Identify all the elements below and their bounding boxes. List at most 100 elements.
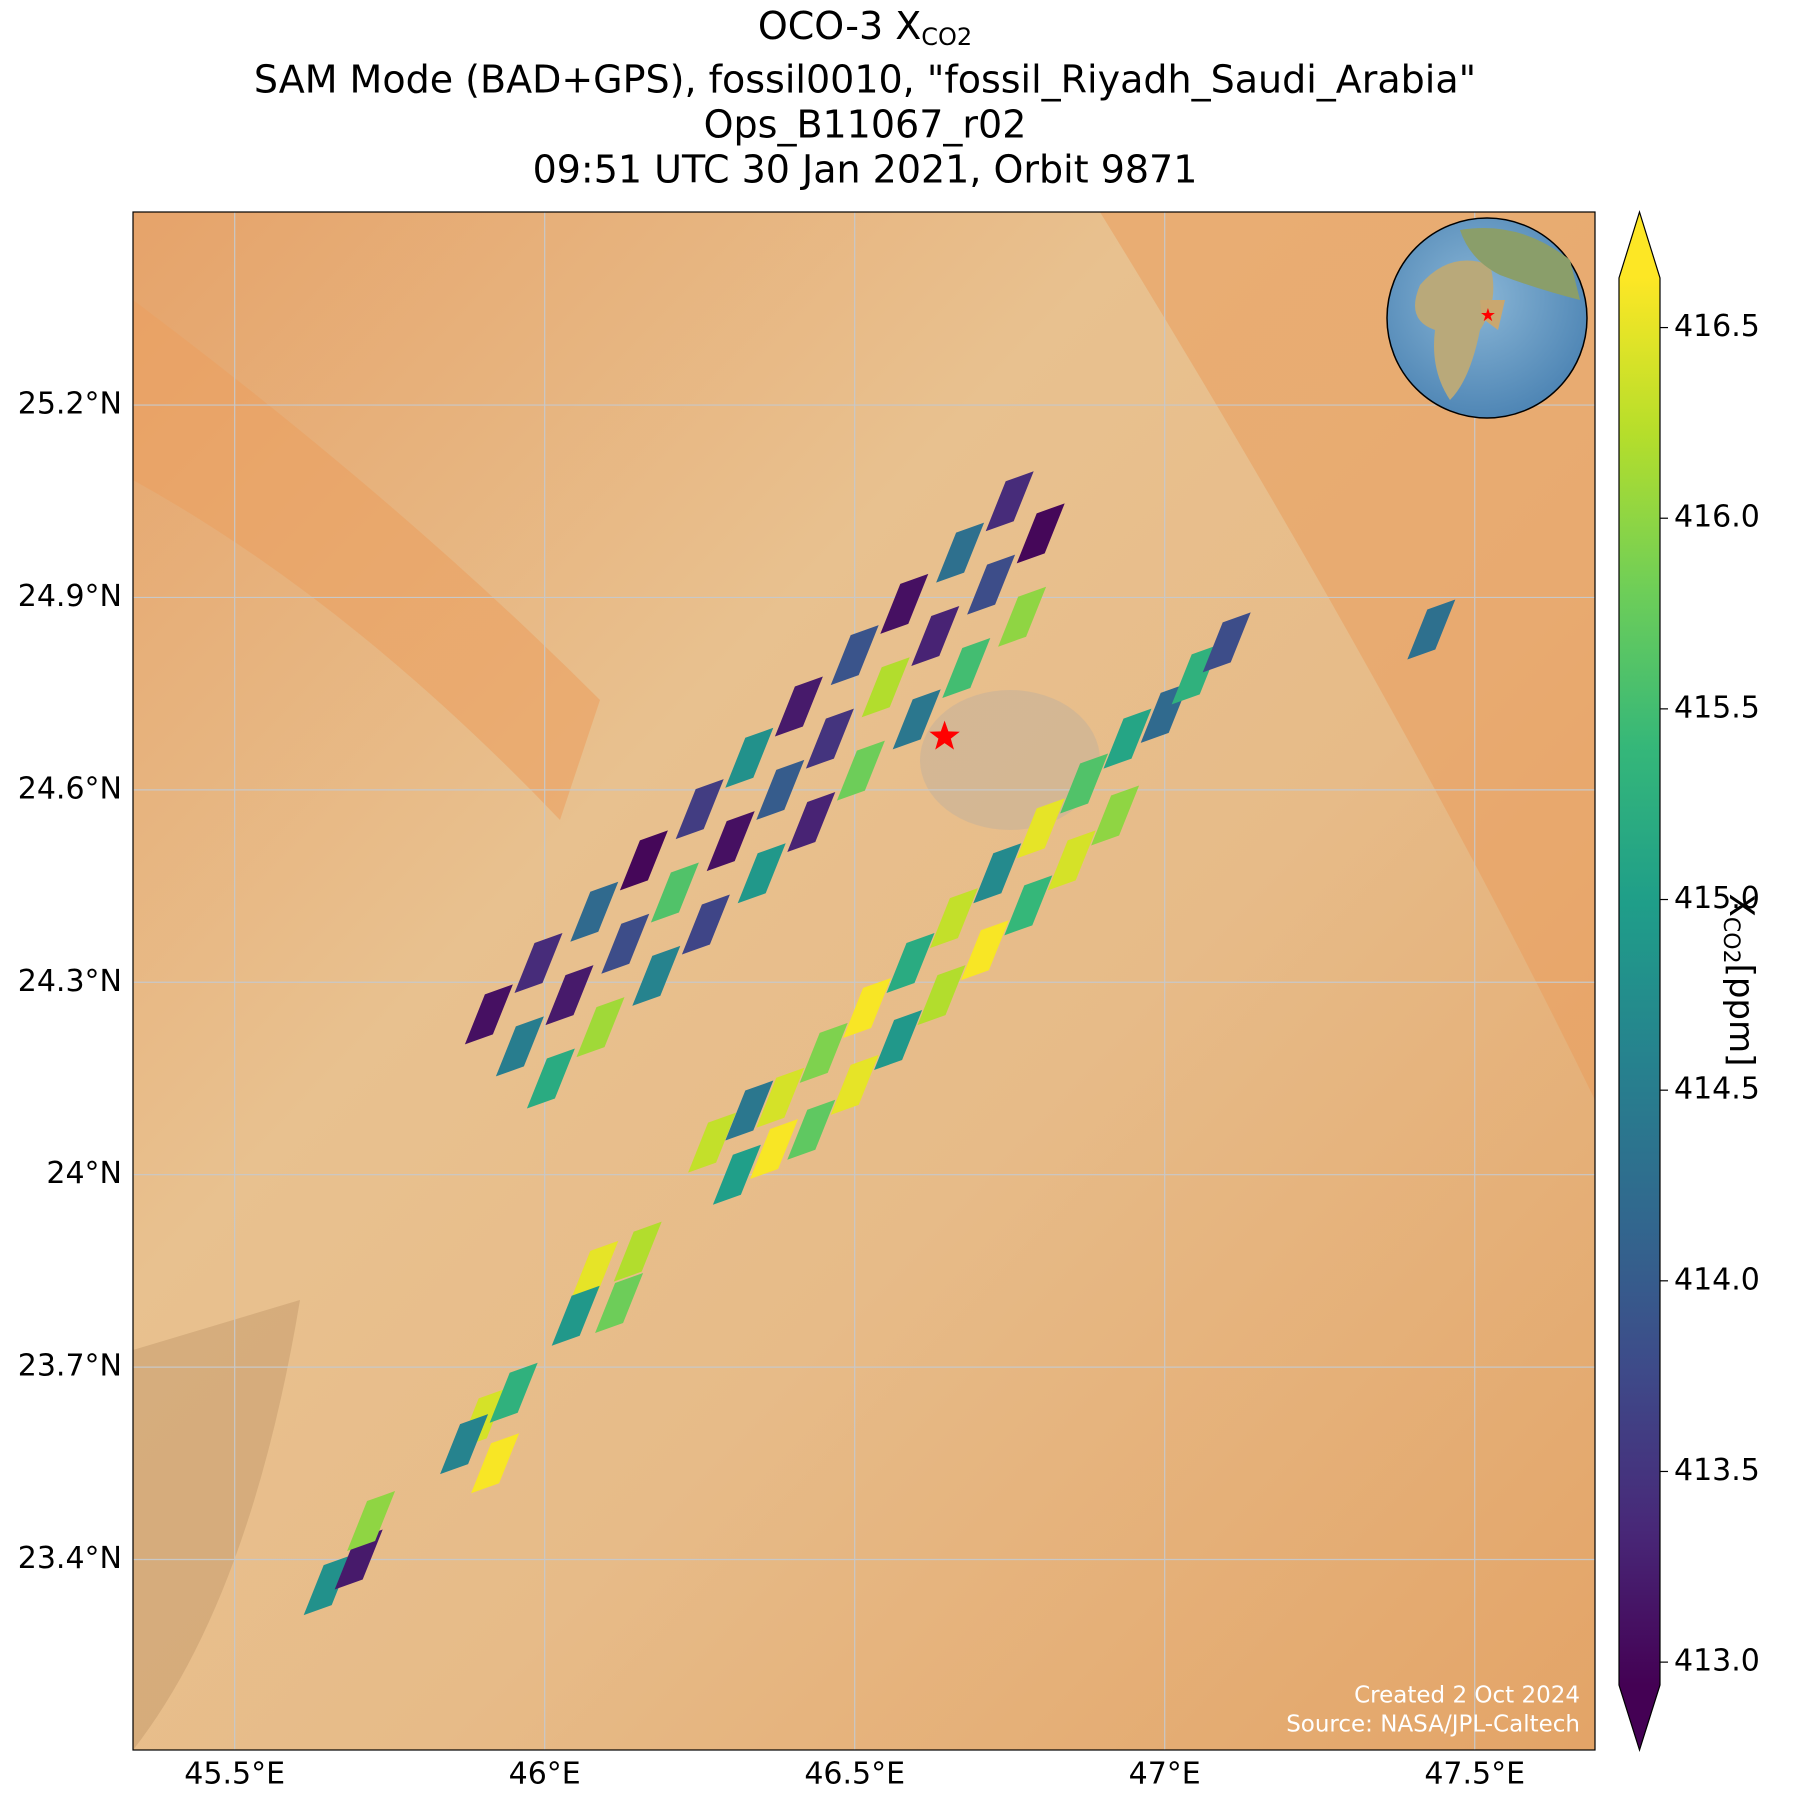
y-tick-label: 24.3°N bbox=[18, 964, 122, 999]
colorbar-symbol: X bbox=[1722, 894, 1762, 917]
sounding-cell bbox=[787, 1099, 836, 1160]
sounding-cell bbox=[514, 933, 563, 994]
credits: Created 2 Oct 2024 Source: NASA/JPL-Calte… bbox=[1286, 1683, 1580, 1738]
sounding-cell bbox=[1047, 830, 1096, 891]
y-tick-label: 25.2°N bbox=[18, 387, 122, 422]
sounding-cell bbox=[756, 1067, 805, 1128]
axes: 45.5°E 46°E 46.5°E 47°E 47.5°E 23.4°N 23.7°N 24… bbox=[18, 387, 1525, 1792]
colorbar-unit: [ppm] bbox=[1722, 964, 1762, 1067]
sounding-cell bbox=[489, 1362, 538, 1423]
sounding-cell bbox=[576, 997, 625, 1058]
sounding-cell bbox=[774, 676, 823, 737]
sounding-cell bbox=[1016, 798, 1065, 859]
sounding-cell bbox=[830, 1054, 879, 1115]
colorbar-tick-label: 414.5 bbox=[1674, 1072, 1760, 1107]
sounding-cell bbox=[712, 1144, 761, 1205]
sounding-cell bbox=[706, 811, 755, 872]
rocks bbox=[133, 1300, 300, 1750]
sounding-cell bbox=[725, 1080, 774, 1141]
map-area bbox=[133, 212, 1595, 1750]
colorbar-extend-top bbox=[1619, 212, 1660, 278]
dune bbox=[133, 300, 600, 820]
x-tick-label: 45.5°E bbox=[184, 1757, 285, 1792]
eurasia bbox=[1460, 228, 1580, 300]
city bbox=[920, 690, 1100, 830]
globe-star: ★ bbox=[1480, 305, 1496, 326]
sounding-cell bbox=[942, 638, 991, 699]
sounding-cell bbox=[570, 1240, 619, 1301]
map-frame bbox=[132, 211, 1596, 1751]
sounding-cell bbox=[737, 843, 786, 904]
sounding-cell bbox=[1004, 875, 1053, 936]
sounding-cell bbox=[681, 894, 730, 955]
colorbar-tick-label: 413.5 bbox=[1674, 1453, 1760, 1488]
cells bbox=[303, 471, 1456, 1616]
credit: Created 2 Oct 2024 bbox=[1354, 1683, 1580, 1709]
sounding-cell bbox=[526, 1048, 575, 1109]
colorbar-extend-bottom bbox=[1619, 1685, 1660, 1750]
sounding-cell bbox=[750, 1119, 799, 1180]
sounding-cell bbox=[440, 1414, 489, 1475]
x-tick-label: 46.5°E bbox=[804, 1757, 905, 1792]
sounding-cell bbox=[843, 977, 892, 1038]
sounding-cell bbox=[650, 862, 699, 923]
sounding-cell bbox=[960, 920, 1009, 981]
title: OCO-3 XCO2 bbox=[758, 4, 972, 52]
sounding-cell bbox=[725, 727, 774, 788]
y-tick-label: 23.7°N bbox=[18, 1349, 122, 1384]
title-subscript: CO2 bbox=[921, 23, 972, 51]
sounding-cell bbox=[347, 1491, 396, 1552]
colorbar-subscript: CO2 bbox=[1718, 917, 1743, 964]
subtitles: SAM Mode (BAD+GPS), fossil0010, "fossil_… bbox=[254, 58, 1476, 192]
y-tick-label: 24°N bbox=[46, 1156, 122, 1191]
sounding-cell bbox=[874, 1010, 923, 1071]
sounding-cell bbox=[601, 913, 650, 974]
colorbar-tick-label: 413.0 bbox=[1674, 1644, 1760, 1679]
sounding-cell bbox=[1171, 644, 1220, 705]
africa bbox=[1415, 260, 1494, 400]
sounding-cell bbox=[836, 740, 885, 801]
sounding-cell bbox=[495, 1016, 544, 1077]
sounding-cell bbox=[613, 1221, 662, 1282]
sounding-cell bbox=[917, 965, 966, 1026]
target bbox=[929, 720, 960, 750]
x-tick-label: 46°E bbox=[509, 1757, 581, 1792]
sounding-cell bbox=[1407, 599, 1456, 660]
sounding-cell bbox=[675, 779, 724, 840]
sounding-cell bbox=[787, 791, 836, 852]
sounding-cell bbox=[1091, 785, 1140, 846]
colorbar-tick-label: 414.0 bbox=[1674, 1262, 1760, 1297]
sounding-cell bbox=[998, 586, 1047, 647]
sounding-cell bbox=[1103, 708, 1152, 769]
credit: Source: NASA/JPL-Caltech bbox=[1286, 1712, 1580, 1738]
y-tick-label: 24.9°N bbox=[18, 579, 122, 614]
sounding-cell bbox=[619, 830, 668, 891]
sounding-cell bbox=[471, 1433, 520, 1494]
sounding-cell bbox=[303, 1555, 352, 1616]
colorbar-tick-label: 415.0 bbox=[1674, 881, 1760, 916]
sounding-cell bbox=[1202, 612, 1251, 673]
subtitle: SAM Mode (BAD+GPS), fossil0010, "fossil_… bbox=[254, 58, 1476, 102]
sounding-cell bbox=[756, 759, 805, 820]
x-tick-label: 47°E bbox=[1129, 1757, 1201, 1792]
sounding-cell bbox=[985, 471, 1034, 532]
sounding-cell bbox=[334, 1529, 383, 1590]
sounding-cell bbox=[545, 965, 594, 1026]
colorbar: 413.0 413.5 414.0 414.5 415.0 415.5 416.0 416.5 bbox=[1618, 209, 1760, 1752]
arabia bbox=[1480, 300, 1505, 330]
sounding-cell bbox=[861, 657, 910, 718]
sounding-cell bbox=[929, 888, 978, 949]
sounding-cell bbox=[967, 554, 1016, 615]
sounding-cell bbox=[1060, 753, 1109, 814]
sounding-cell bbox=[805, 708, 854, 769]
sounding-cell bbox=[464, 984, 513, 1045]
sounding-cell bbox=[688, 1112, 737, 1173]
dune bbox=[1100, 212, 1595, 1100]
sounding-cell bbox=[830, 625, 879, 686]
sounding-cell bbox=[973, 843, 1022, 904]
x-tick-label: 47.5°E bbox=[1424, 1757, 1525, 1792]
sounding-cell bbox=[799, 1022, 848, 1083]
sounding-cell bbox=[551, 1285, 600, 1346]
colorbar-tick-label: 416.0 bbox=[1674, 500, 1760, 535]
